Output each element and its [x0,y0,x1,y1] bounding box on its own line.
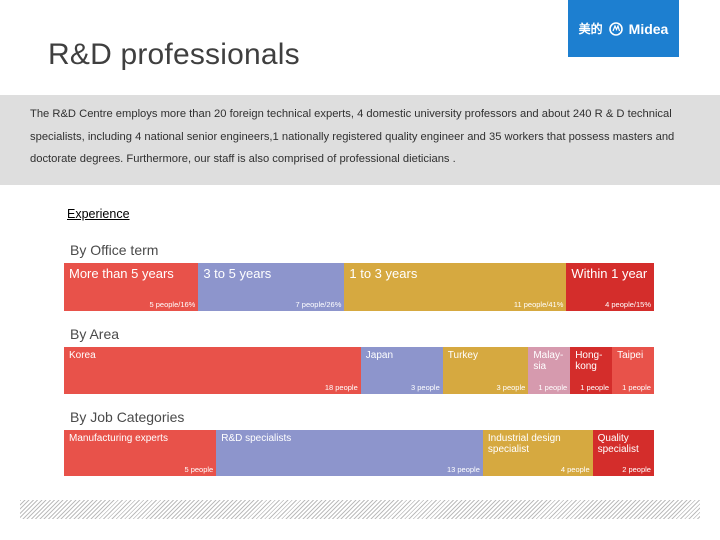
job-categories-bar: Manufacturing experts 5 people R&D special… [64,430,654,476]
segment-label: Turkey [447,350,478,361]
segment-value: 5 people/16% [149,300,196,309]
segment-label: Malay- sia [533,350,564,372]
area-bar: Korea 18 people Japan 3 people Turkey 3 peopl… [64,347,654,394]
office-term-bar: More than 5 years 5 people/16% 3 to 5 year… [64,263,654,311]
segment-value: 3 people [410,383,440,392]
segment-value: 13 people [446,465,480,474]
job-categories-segment: Quality specialist 2 people [592,430,654,476]
segment-label: 3 to 5 years [203,266,272,281]
segment-label: R&D specialists [221,433,292,444]
area-segment: Turkey 3 people [442,347,529,394]
logo-english-text: Midea [628,20,669,37]
segment-label: Taipei [617,350,644,361]
segment-value: 18 people [324,383,358,392]
segment-label: Hong- kong [575,350,603,372]
segment-value: 3 people [496,383,526,392]
segment-value: 1 people [622,383,651,392]
office-term-segment: More than 5 years 5 people/16% [64,263,199,311]
segment-value: 4 people [560,465,590,474]
segment-label: Manufacturing experts [69,433,168,444]
segment-label: Quality specialist [597,433,639,455]
segment-label: Industrial design specialist [487,433,561,455]
area-segment: Japan 3 people [360,347,443,394]
segment-value: 5 people [184,465,214,474]
area-title: By Area [70,326,120,342]
segment-value: 7 people/26% [295,300,342,309]
area-segment: Hong- kong 1 people [570,347,613,394]
experience-label: Experience [67,207,130,221]
segment-value: 1 people [538,383,568,392]
job-categories-segment: R&D specialists 13 people [216,430,483,476]
midea-circle-icon [608,21,623,36]
segment-value: 1 people [580,383,610,392]
segment-value: 4 people/15% [605,300,651,309]
job-categories-segment: Manufacturing experts 5 people [64,430,217,476]
segment-label: Japan [365,350,394,361]
intro-text: The R&D Centre employs more than 20 fore… [30,108,675,165]
segment-value: 11 people/41% [513,300,564,309]
segment-value: 2 people [622,465,651,474]
office-term-segment: 1 to 3 years 11 people/41% [344,263,567,311]
logo-chinese-text: 美的 [578,22,603,36]
midea-logo: 美的 Midea [568,0,679,57]
page-title: R&D professionals [48,38,300,71]
office-term-segment: Within 1 year 4 people/15% [566,263,654,311]
segment-label: Korea [69,350,96,361]
segment-label: More than 5 years [69,266,174,281]
office-term-title: By Office term [70,242,159,258]
job-categories-segment: Industrial design specialist 4 people [482,430,593,476]
area-segment: Taipei 1 people [612,347,654,394]
area-segment: Korea 18 people [64,347,361,394]
segment-label: Within 1 year [571,266,648,281]
area-segment: Malay- sia 1 people [528,347,571,394]
segment-label: 1 to 3 years [349,266,418,281]
office-term-segment: 3 to 5 years 7 people/26% [198,263,345,311]
job-categories-title: By Job Categories [70,409,185,425]
intro-panel: The R&D Centre employs more than 20 fore… [0,95,720,185]
footer-hatch-band [20,500,700,519]
